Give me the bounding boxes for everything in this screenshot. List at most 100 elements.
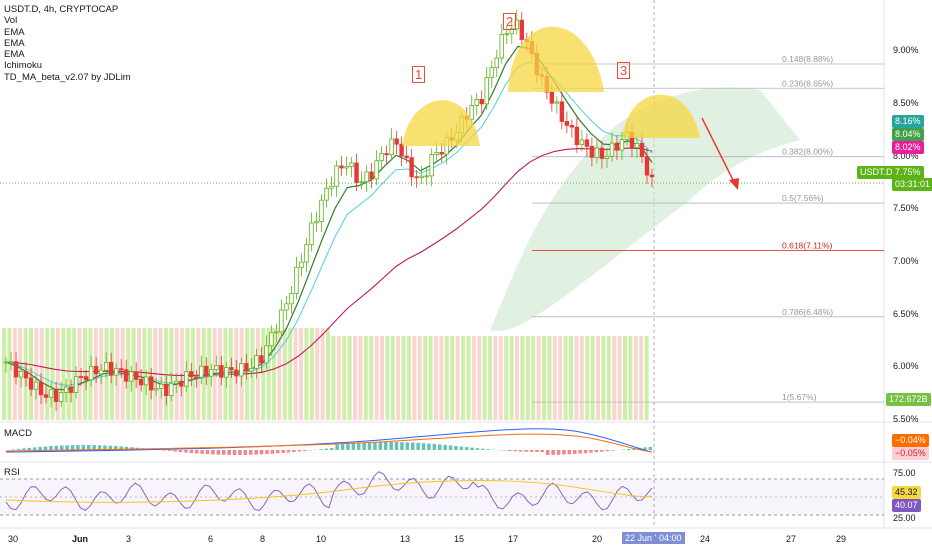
candle-body — [244, 363, 249, 372]
volume-bar — [358, 336, 363, 420]
volume-bar — [353, 336, 357, 420]
last-price-badge: 7.75% — [892, 166, 924, 179]
legend-indicator-td-ma[interactable]: TD_MA_beta_v2.07 by JDLim — [4, 71, 131, 83]
macd-histogram-bar — [459, 446, 464, 450]
macd-histogram-bar — [33, 447, 37, 450]
time-axis-tick: Jun — [72, 534, 89, 544]
macd-histogram-bar — [168, 450, 172, 451]
candle-body — [159, 383, 164, 389]
candle-body — [619, 139, 625, 151]
time-axis-tick: 15 — [454, 534, 465, 544]
macd-histogram-bar — [486, 449, 491, 450]
candle-body — [559, 101, 565, 122]
candle-body — [279, 309, 284, 333]
candle-body — [8, 361, 14, 364]
volume-bar — [444, 336, 449, 420]
candle-body — [349, 162, 354, 167]
volume-bar — [380, 336, 384, 420]
macd-histogram-bar — [211, 450, 215, 455]
legend-indicator-ema-3[interactable]: EMA — [4, 49, 25, 61]
macd-histogram-bar — [556, 450, 561, 455]
fib-level-label: 1(5.67%) — [782, 392, 817, 402]
volume-bar — [196, 328, 201, 420]
legend-indicator-ichimoku[interactable]: Ichimoku — [4, 60, 43, 72]
volume-bar — [639, 336, 644, 420]
rsi-badge-1: 45.32 — [892, 486, 921, 499]
macd-histogram-bar — [621, 449, 626, 450]
candle-body — [424, 175, 429, 178]
rsi-line — [5, 471, 653, 511]
macd-histogram-bar — [232, 450, 237, 455]
macd-histogram-bar — [454, 445, 458, 450]
volume-bar — [471, 336, 476, 420]
candle-body — [469, 105, 474, 120]
volume-bar — [282, 328, 287, 420]
time-axis-tick: 27 — [786, 534, 797, 544]
macd-histogram-bar — [416, 442, 420, 450]
candle-body — [139, 378, 144, 386]
candle-body — [499, 33, 504, 59]
volume-bar — [552, 336, 557, 420]
macd-histogram-bar — [108, 445, 113, 450]
candle-body — [309, 222, 314, 246]
macd-histogram-bar — [319, 449, 323, 450]
macd-histogram-bar — [276, 450, 280, 454]
macd-histogram-bar — [481, 448, 485, 450]
macd-histogram-bar — [178, 450, 183, 453]
volume-bar — [515, 336, 519, 420]
fib-level-label: 0.5(7.56%) — [782, 193, 824, 203]
macd-histogram-bar — [573, 450, 577, 454]
legend-indicator-ema-2[interactable]: EMA — [4, 37, 25, 49]
bar-countdown: 03:31:01 — [892, 178, 932, 191]
macd-histogram-bar — [357, 442, 361, 450]
volume-bar — [288, 328, 293, 420]
volume-bar — [590, 336, 595, 420]
macd-histogram-bar — [60, 445, 64, 450]
macd-histogram-bar — [189, 450, 194, 453]
candle-body — [429, 154, 434, 177]
volume-bar — [347, 336, 352, 420]
volume-bar — [628, 336, 633, 420]
macd-histogram-bar — [114, 446, 118, 450]
time-axis-tick: 30 — [8, 534, 19, 544]
macd-histogram-bar — [562, 450, 566, 455]
volume-bar — [309, 328, 314, 420]
volume-bar — [299, 328, 303, 420]
volume-bar — [320, 328, 325, 420]
legend-indicator-vol[interactable]: Vol — [4, 15, 18, 27]
macd-histogram-bar — [330, 448, 334, 450]
volume-bar — [633, 336, 638, 420]
macd-histogram-bar — [400, 442, 404, 450]
ichimoku-cloud — [490, 87, 800, 331]
macd-histogram-bar — [254, 450, 258, 455]
legend-indicator-ema-1[interactable]: EMA — [4, 26, 25, 38]
volume-bar — [623, 336, 627, 420]
candle-body — [23, 371, 29, 379]
fib-level-label: 0.148(8.88%) — [782, 54, 833, 64]
volume-bar — [493, 336, 498, 420]
candle-body — [569, 125, 575, 128]
candle-body — [108, 361, 114, 376]
macd-histogram-bar — [265, 450, 269, 455]
candle-body — [249, 367, 254, 372]
volume-bar — [266, 328, 271, 420]
macd-signal-line — [5, 433, 653, 453]
candle-body — [33, 381, 39, 390]
candle-body — [78, 376, 84, 378]
time-axis-tick: 8 — [260, 534, 266, 544]
candle-body — [179, 380, 184, 387]
macd-histogram-bar — [216, 450, 221, 455]
volume-bar — [331, 336, 336, 420]
macd-pane-label: MACD — [4, 428, 32, 439]
volume-bar — [531, 336, 536, 420]
price-axis-tick: 6.00% — [893, 361, 919, 372]
ema-mid-badge: 8.04% — [892, 128, 924, 141]
volume-bar — [250, 328, 255, 420]
pattern-label-3: 3 — [617, 62, 631, 79]
candle-body — [389, 138, 394, 156]
candle-body — [134, 371, 139, 380]
candle-body — [204, 365, 209, 377]
fib-level-label: 0.618(7.11%) — [782, 240, 833, 250]
volume-bar — [272, 328, 276, 420]
